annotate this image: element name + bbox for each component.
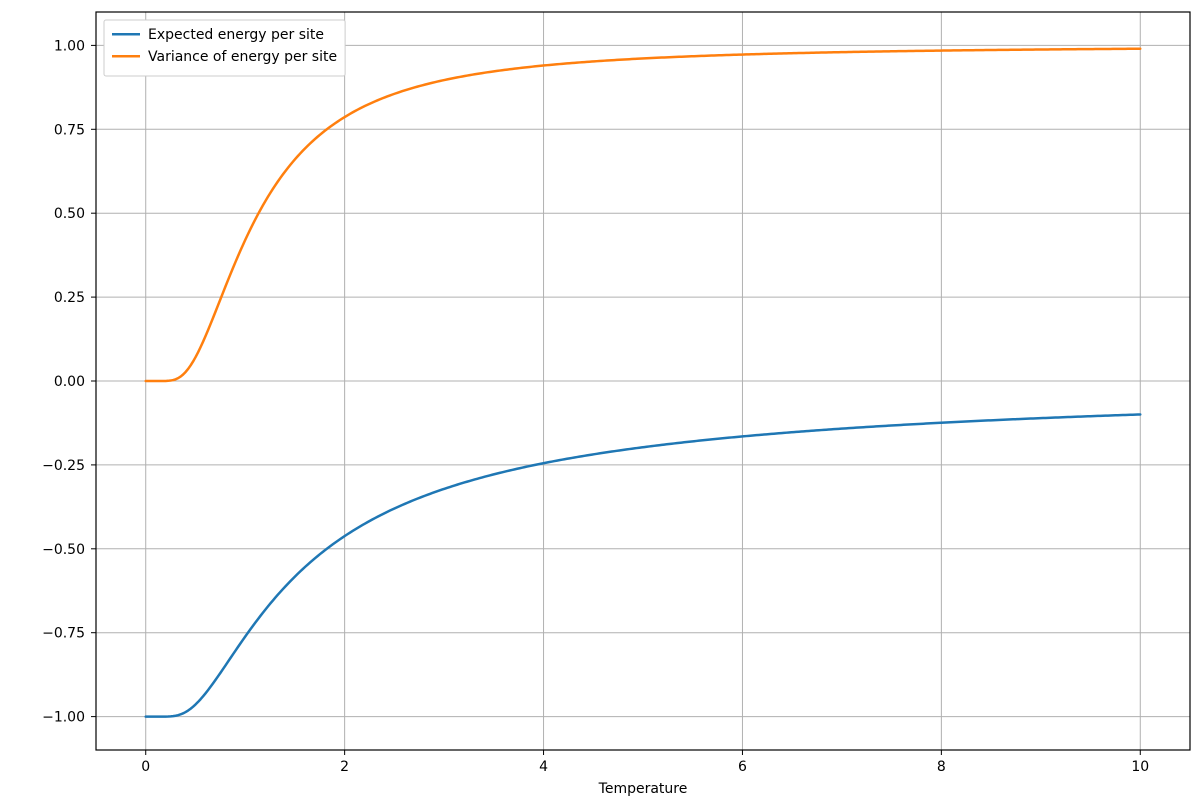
x-tick-label: 0 — [141, 759, 150, 775]
y-tick-label: 0.75 — [54, 122, 85, 138]
axis-labels: Temperature — [598, 781, 688, 797]
legend-item-label: Expected energy per site — [148, 27, 324, 43]
y-tick-label: 0.00 — [54, 374, 85, 390]
x-tick-label: 8 — [937, 759, 946, 775]
x-axis-label: Temperature — [598, 781, 688, 797]
x-tick-label: 10 — [1131, 759, 1149, 775]
line-chart: 0 2 4 6 8 10 −1.00 −0.75 −0.50 −0.25 0.00 0.25 0.50 0… — [0, 0, 1202, 803]
y-tick-label: −0.75 — [42, 626, 85, 642]
y-tick-label: −0.50 — [42, 542, 85, 558]
legend: Expected energy per site Variance of ener… — [104, 20, 345, 76]
x-tick-label: 6 — [738, 759, 747, 775]
x-tick-label: 2 — [340, 759, 349, 775]
y-tick-label: 0.25 — [54, 290, 85, 306]
x-tick-label: 4 — [539, 759, 548, 775]
chart-root: 0 2 4 6 8 10 −1.00 −0.75 −0.50 −0.25 0.00 0.25 0.50 0… — [0, 0, 1202, 803]
y-tick-label: 0.50 — [54, 206, 85, 222]
y-tick-label: −1.00 — [42, 710, 85, 726]
grid — [96, 12, 1190, 750]
legend-item-label: Variance of energy per site — [148, 49, 337, 65]
y-tick-label: 1.00 — [54, 38, 85, 54]
y-tick-label: −0.25 — [42, 458, 85, 474]
